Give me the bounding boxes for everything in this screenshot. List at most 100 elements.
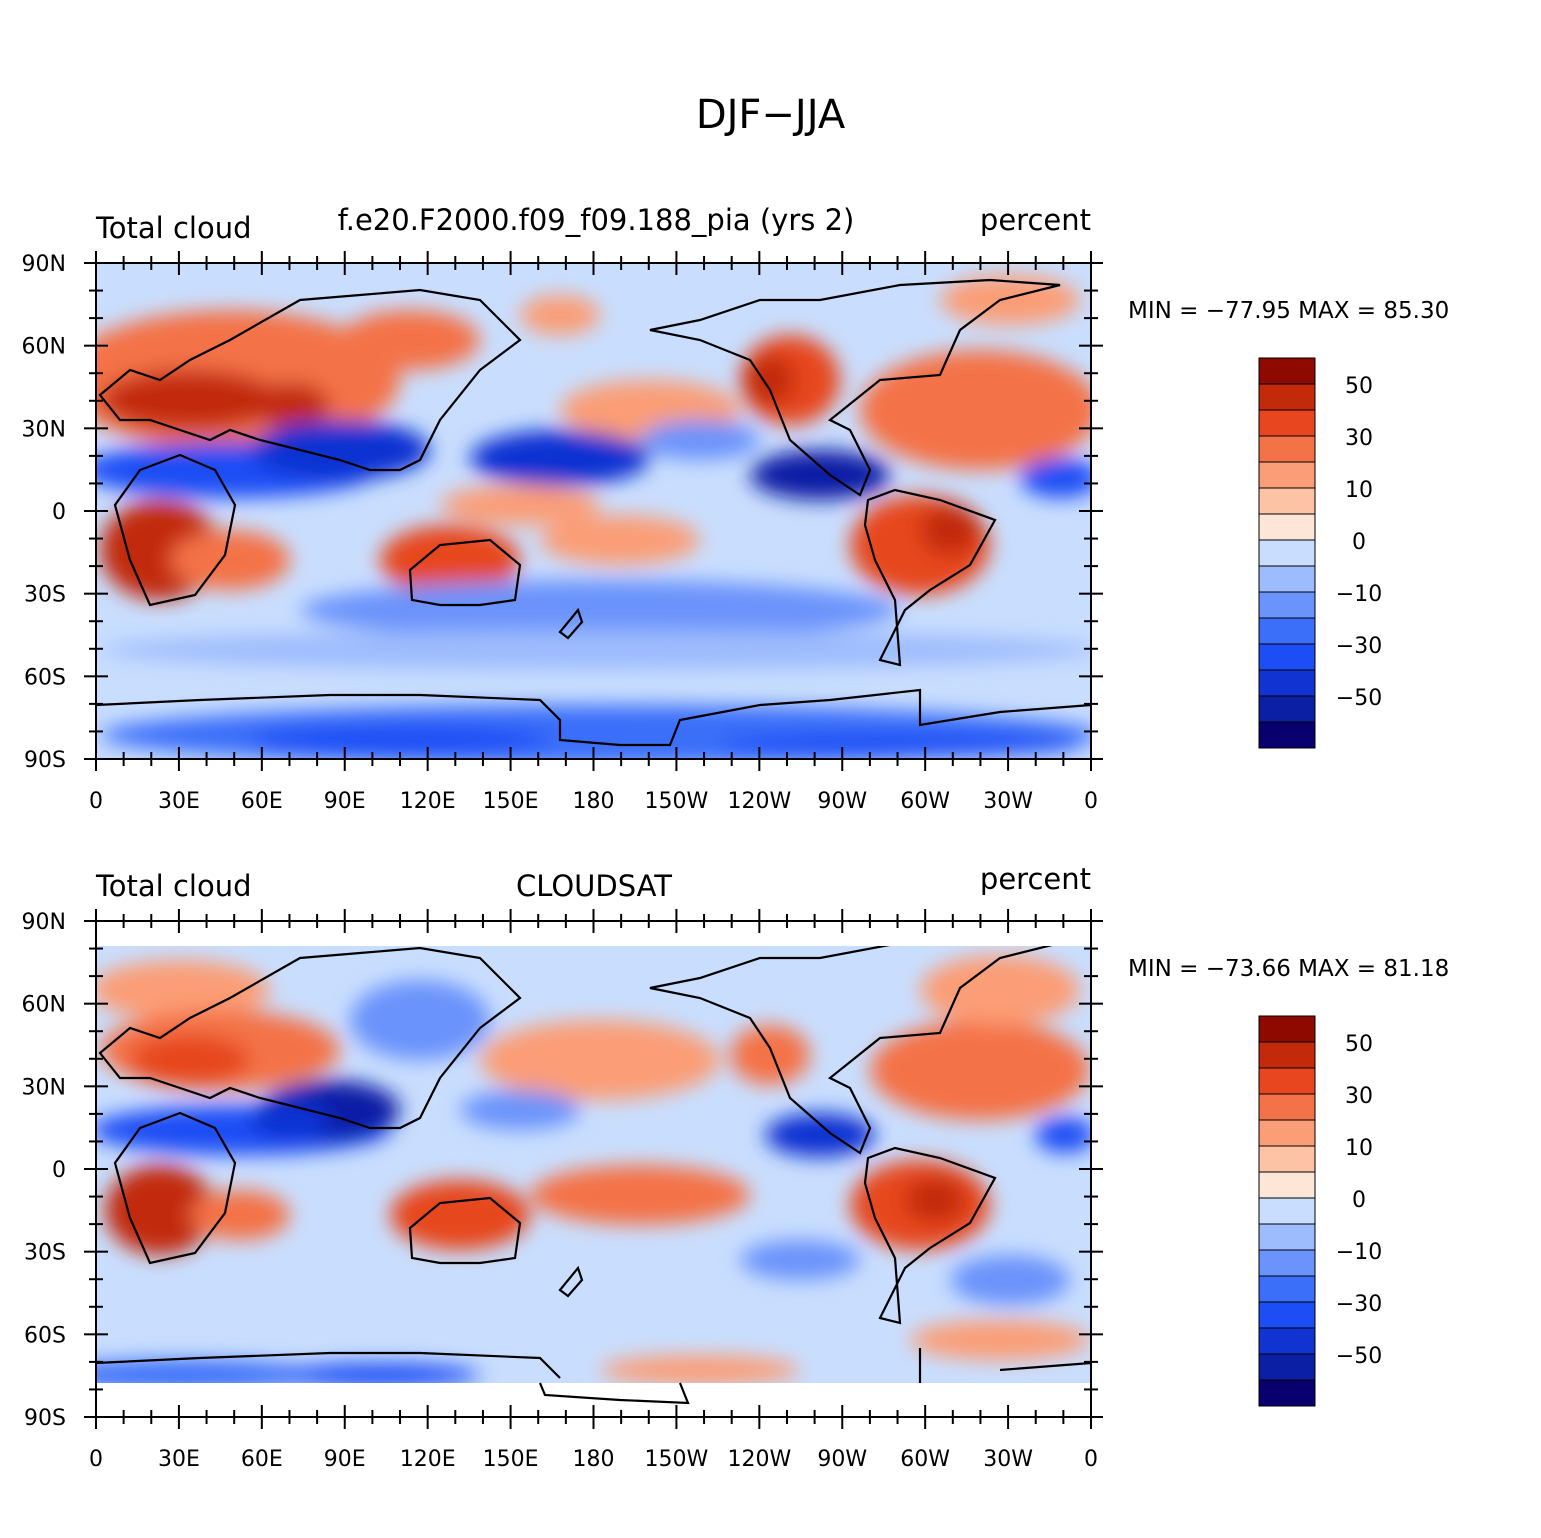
- lon-label: 30W: [983, 789, 1033, 814]
- lon-label: 60W: [900, 1447, 950, 1472]
- top-minmax: MIN = −77.95 MAX = 85.30: [1128, 298, 1449, 324]
- colorbar-swatch: [1258, 1119, 1316, 1147]
- top-map-field: [96, 263, 1091, 759]
- lat-label: 0: [52, 500, 66, 525]
- lon-label: 60E: [241, 789, 283, 814]
- bottom-colorbar: 50 30 10 0 −10 −30 −50: [1258, 1015, 1382, 1407]
- colorbar-swatch: [1258, 1301, 1316, 1329]
- colorbar-swatch: [1258, 1249, 1316, 1277]
- top-coastlines: [96, 278, 1091, 747]
- lon-label: 120E: [400, 789, 456, 814]
- colorbar-swatch: [1258, 435, 1316, 463]
- lat-label: 90S: [24, 1406, 66, 1431]
- colorbar-swatch: [1258, 1353, 1316, 1381]
- lon-label: 60W: [900, 789, 950, 814]
- colorbar-swatch: [1258, 643, 1316, 671]
- colorbar-swatch: [1258, 1171, 1316, 1199]
- lon-label: 180: [573, 789, 615, 814]
- colorbar-swatch: [1258, 357, 1316, 385]
- colorbar-swatch: [1258, 1275, 1316, 1303]
- lon-label: 90W: [817, 1447, 867, 1472]
- lat-label: 0: [52, 1158, 66, 1183]
- bottom-coastlines: [96, 946, 1091, 1383]
- colorbar-swatch: [1258, 1223, 1316, 1251]
- lon-label: 180: [573, 1447, 615, 1472]
- bottom-map-field: [96, 946, 1091, 1383]
- colorbar-swatch: [1258, 1015, 1316, 1043]
- lat-label: 60S: [24, 665, 66, 690]
- colorbar-swatch: [1258, 1197, 1316, 1225]
- lon-label: 60E: [241, 1447, 283, 1472]
- bottom-title-right: percent: [980, 862, 1091, 896]
- lat-label: 30S: [24, 1241, 66, 1266]
- lon-label: 30W: [983, 1447, 1033, 1472]
- lon-label: 150E: [483, 789, 539, 814]
- lon-label: 90E: [324, 789, 366, 814]
- bottom-minmax: MIN = −73.66 MAX = 81.18: [1128, 956, 1449, 982]
- colorbar-swatch: [1258, 1145, 1316, 1173]
- lon-label: 90E: [324, 1447, 366, 1472]
- colorbar-label: −30: [1336, 634, 1382, 659]
- lon-label: 30E: [158, 789, 200, 814]
- colorbar-swatch: [1258, 1093, 1316, 1121]
- bottom-title-left: Total cloud: [95, 869, 251, 903]
- colorbar-label: 30: [1345, 426, 1373, 451]
- colorbar-swatch: [1258, 1327, 1316, 1355]
- colorbar-swatch: [1258, 1041, 1316, 1069]
- lon-label: 0: [89, 1447, 103, 1472]
- lat-label: 30N: [22, 1075, 66, 1100]
- colorbar-label: −10: [1336, 1240, 1382, 1265]
- lon-label: 30E: [158, 1447, 200, 1472]
- colorbar-label: −50: [1336, 686, 1382, 711]
- lat-label: 60N: [22, 335, 66, 360]
- lat-label: 30S: [24, 583, 66, 608]
- lon-label: 0: [1084, 1447, 1098, 1472]
- lon-label: 90W: [817, 789, 867, 814]
- colorbar-swatch: [1258, 721, 1316, 749]
- colorbar-swatch: [1258, 539, 1316, 567]
- colorbar-swatch: [1258, 695, 1316, 723]
- colorbar-label: 30: [1345, 1084, 1373, 1109]
- top-panel: Total cloud f.e20.F2000.f09_f09.188_pia …: [22, 203, 1450, 814]
- colorbar-swatch: [1258, 669, 1316, 697]
- lat-label: 60S: [24, 1323, 66, 1348]
- lat-label: 90N: [22, 910, 66, 935]
- colorbar-label: 10: [1345, 478, 1373, 503]
- lon-label: 150E: [483, 1447, 539, 1472]
- top-colorbar: 50 30 10 0 −10 −30 −50: [1258, 357, 1382, 749]
- lon-label: 120W: [727, 1447, 791, 1472]
- lon-label: 150W: [645, 789, 709, 814]
- bottom-panel: Total cloud CLOUDSAT percent MIN = −73.6…: [22, 862, 1450, 1472]
- colorbar-label: −30: [1336, 1292, 1382, 1317]
- lat-label: 30N: [22, 417, 66, 442]
- colorbar-label: −50: [1336, 1344, 1382, 1369]
- colorbar-swatch: [1258, 591, 1316, 619]
- lat-label: 90N: [22, 252, 66, 277]
- lat-label: 90S: [24, 748, 66, 773]
- colorbar-label: −10: [1336, 582, 1382, 607]
- colorbar-label: 50: [1345, 1032, 1373, 1057]
- colorbar-swatch: [1258, 487, 1316, 515]
- colorbar-swatch: [1258, 461, 1316, 489]
- lon-label: 120W: [727, 789, 791, 814]
- colorbar-label: 0: [1352, 1188, 1366, 1213]
- colorbar-swatch: [1258, 1379, 1316, 1407]
- top-title-right: percent: [980, 203, 1091, 237]
- colorbar-label: 10: [1345, 1136, 1373, 1161]
- top-title-center: f.e20.F2000.f09_f09.188_pia (yrs 2): [338, 203, 855, 237]
- colorbar-swatch: [1258, 1067, 1316, 1095]
- colorbar-swatch: [1258, 617, 1316, 645]
- bottom-title-center: CLOUDSAT: [516, 869, 672, 903]
- lon-label: 0: [89, 789, 103, 814]
- colorbar-swatch: [1258, 513, 1316, 541]
- lon-label: 120E: [400, 1447, 456, 1472]
- lon-label: 150W: [645, 1447, 709, 1472]
- colorbar-label: 50: [1345, 374, 1373, 399]
- colorbar-swatch: [1258, 565, 1316, 593]
- colorbar-label: 0: [1352, 530, 1366, 555]
- lon-label: 0: [1084, 789, 1098, 814]
- lat-label: 60N: [22, 993, 66, 1018]
- figure-title: DJF−JJA: [695, 92, 846, 138]
- top-title-left: Total cloud: [95, 211, 251, 245]
